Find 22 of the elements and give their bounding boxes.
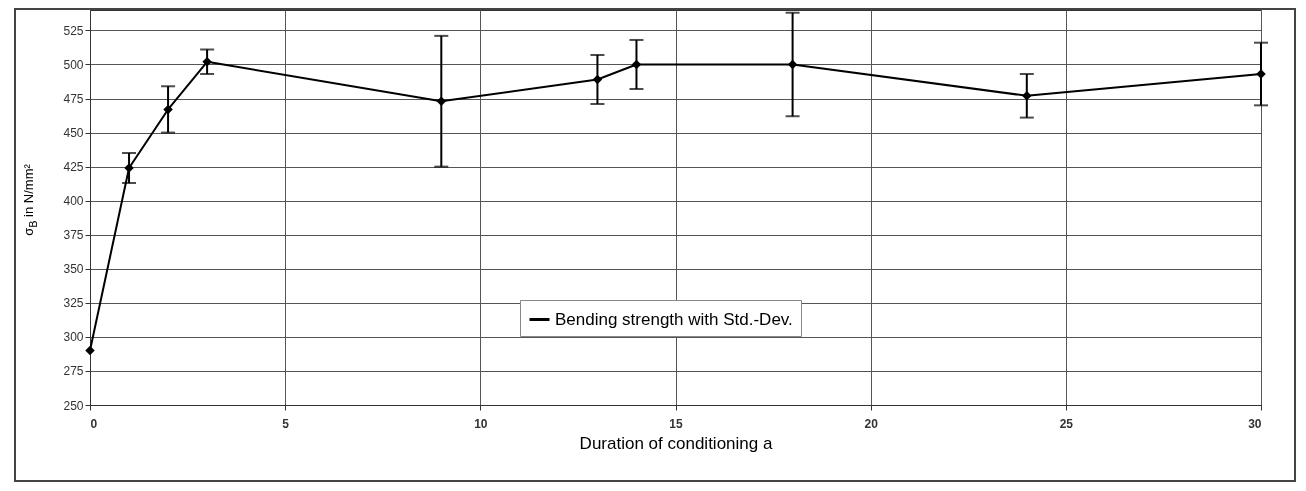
y-tick-label: 250 bbox=[63, 398, 84, 413]
x-tick-label: 20 bbox=[864, 416, 879, 431]
y-tick-label: 400 bbox=[63, 194, 84, 209]
x-tick-label: 10 bbox=[474, 416, 488, 431]
y-tick-label: 375 bbox=[63, 228, 84, 243]
y-tick-label: 525 bbox=[63, 23, 84, 38]
x-tick-label: 15 bbox=[669, 416, 683, 431]
legend-label: Bending strength with Std.-Dev. bbox=[555, 309, 793, 329]
x-tick-label: 25 bbox=[1059, 416, 1074, 431]
y-tick-label: 350 bbox=[63, 262, 84, 277]
x-axis-title: Duration of conditioning a bbox=[579, 433, 773, 453]
y-tick-label: 450 bbox=[63, 126, 84, 141]
x-tick-label: 5 bbox=[282, 416, 290, 431]
y-tick-label: 325 bbox=[63, 296, 84, 311]
y-tick-label: 275 bbox=[63, 364, 84, 379]
y-tick-label: 500 bbox=[63, 57, 84, 72]
y-tick-label: 475 bbox=[63, 92, 84, 107]
x-tick-label: 0 bbox=[90, 416, 98, 431]
point bbox=[85, 345, 95, 356]
y-tick-label: 300 bbox=[63, 330, 84, 345]
y-tick-label: 425 bbox=[63, 160, 84, 175]
x-tick-label: 30 bbox=[1248, 416, 1262, 431]
